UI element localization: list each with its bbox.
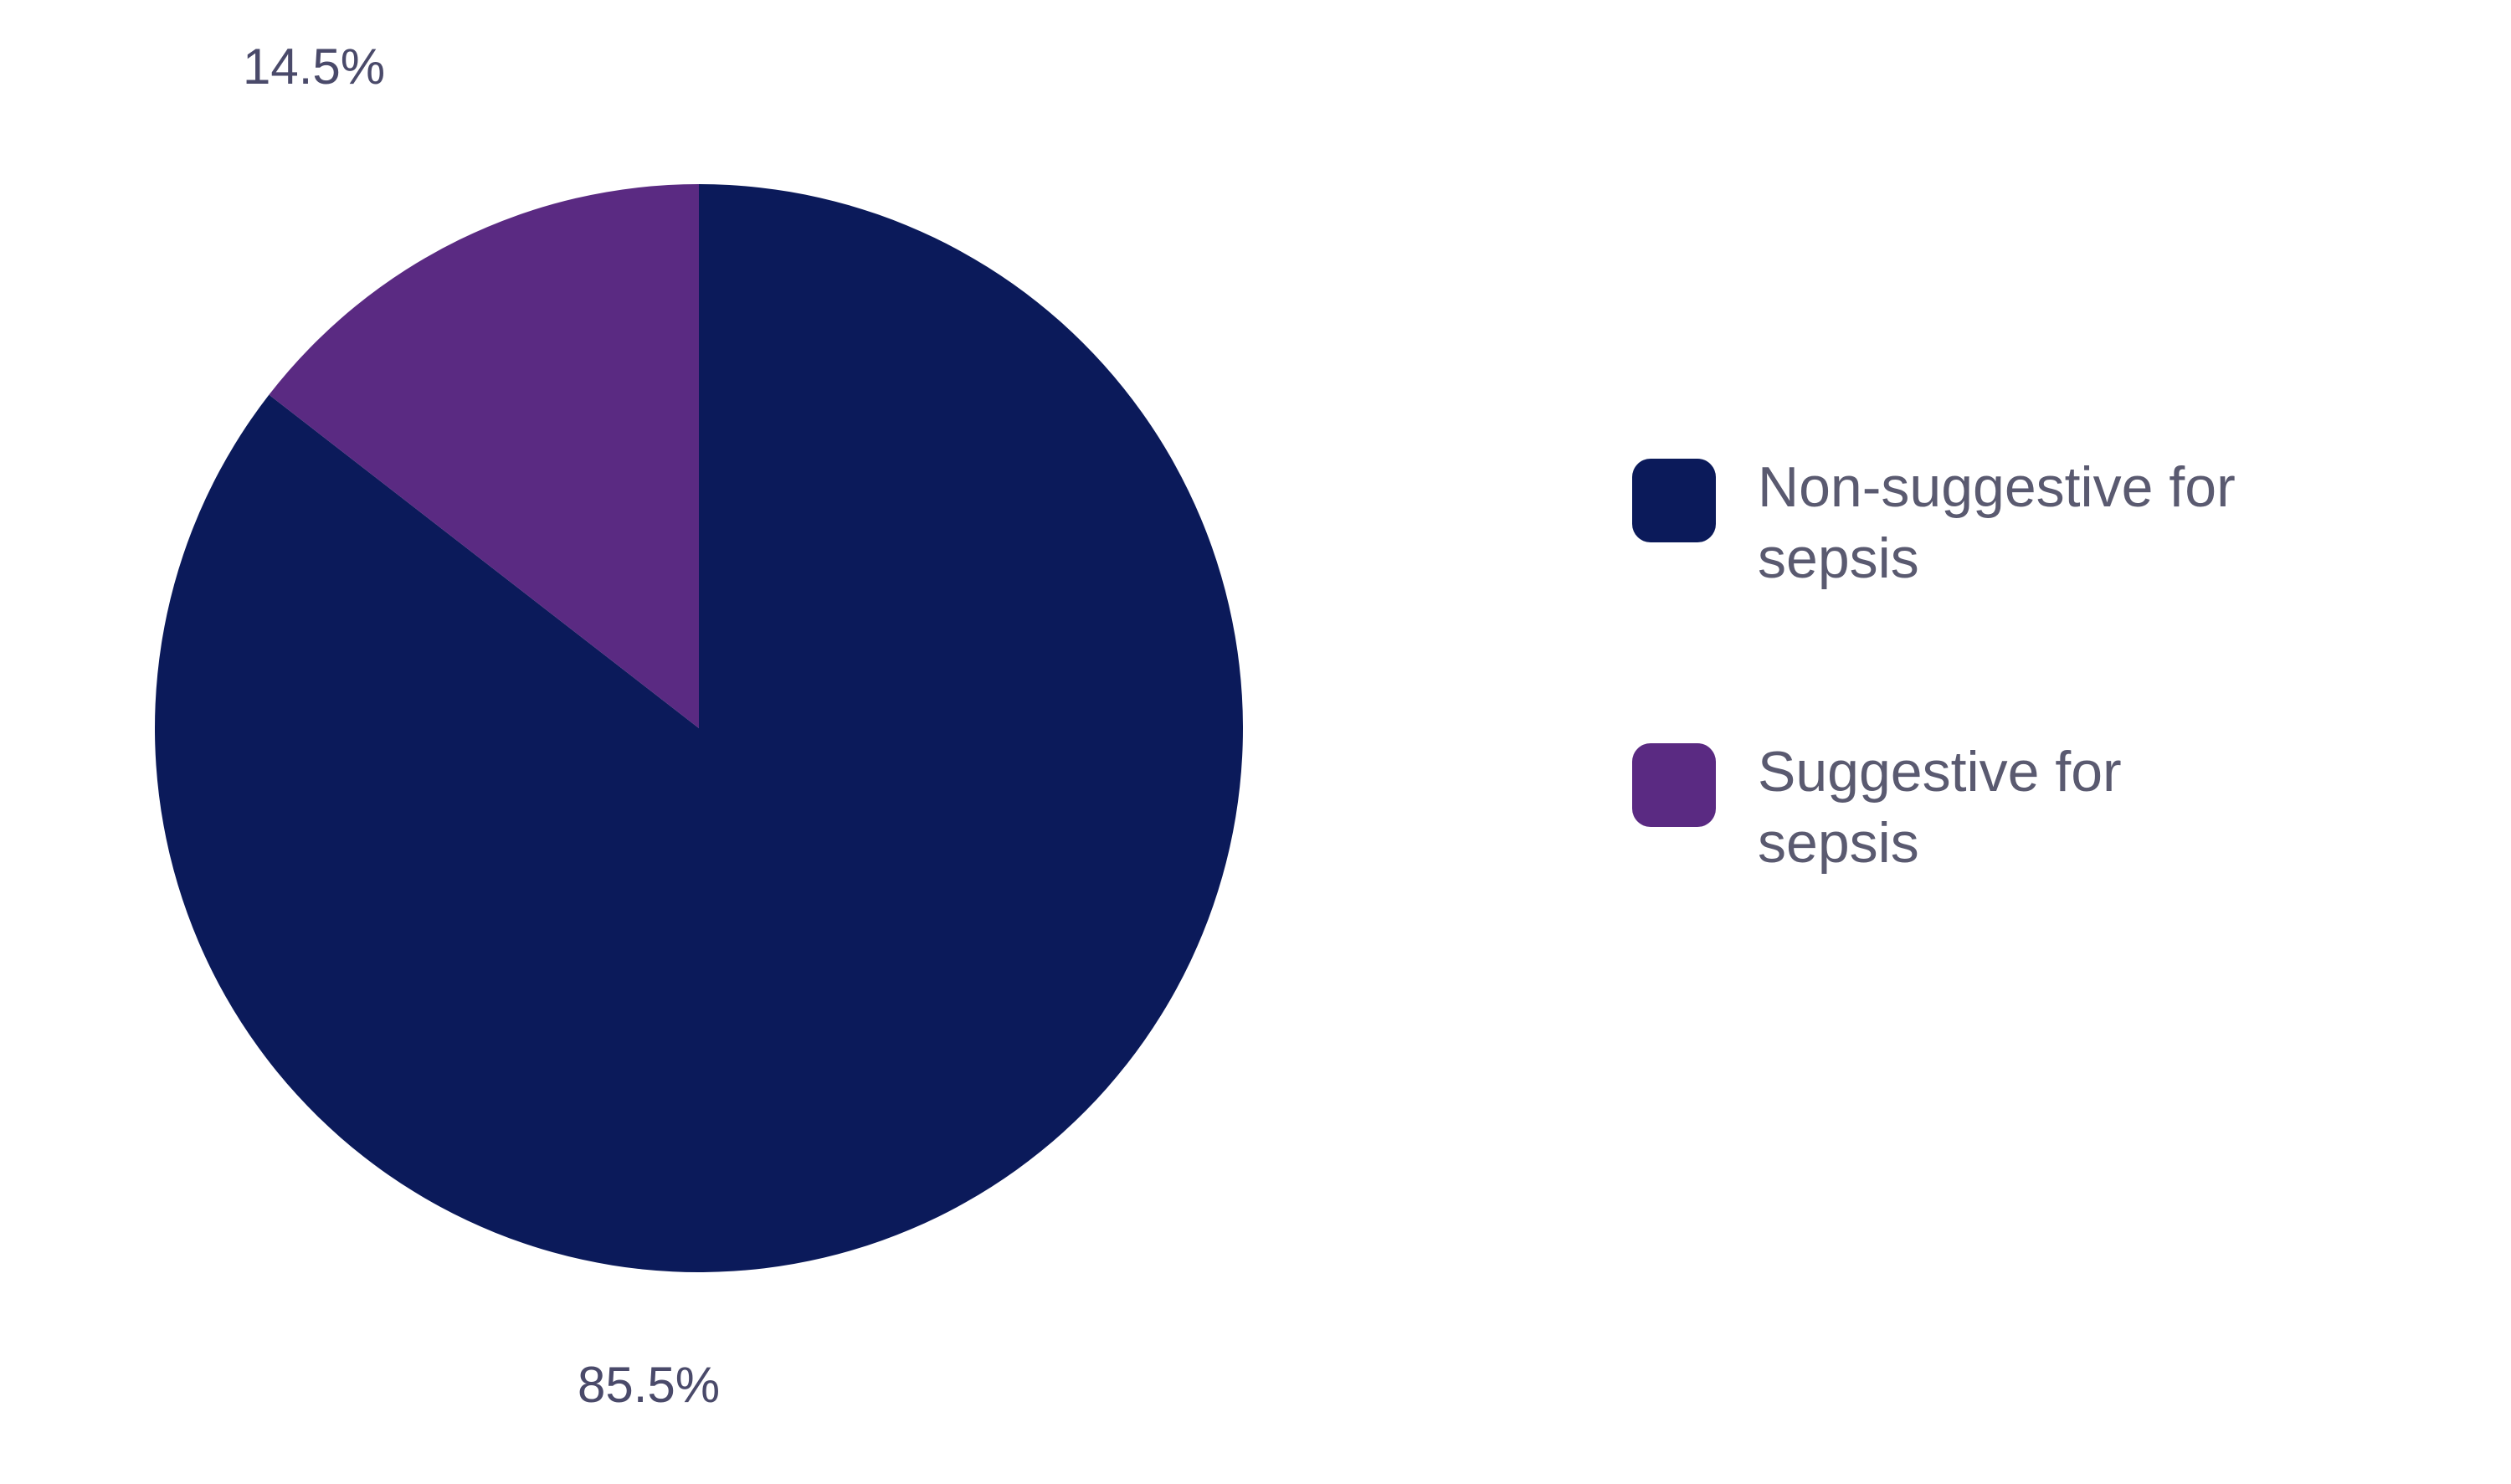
- legend-swatch-suggestive: [1632, 743, 1716, 827]
- slice-label-suggestive: 14.5%: [243, 38, 385, 95]
- pie-svg: [155, 184, 1243, 1272]
- legend-label-non-suggestive: Non-suggestive for sepsis: [1758, 452, 2260, 594]
- legend-item-non-suggestive: Non-suggestive for sepsis: [1632, 452, 2260, 594]
- pie-chart-container: 14.5% 85.5% Non-suggestive for sepsis Su…: [0, 0, 2511, 1484]
- slice-label-non-suggestive: 85.5%: [578, 1356, 720, 1414]
- pie-chart: [155, 184, 1243, 1272]
- legend-label-suggestive: Suggestive for sepsis: [1758, 737, 2260, 879]
- legend-item-suggestive: Suggestive for sepsis: [1632, 737, 2260, 879]
- legend-swatch-non-suggestive: [1632, 459, 1716, 542]
- legend: Non-suggestive for sepsis Suggestive for…: [1632, 452, 2260, 879]
